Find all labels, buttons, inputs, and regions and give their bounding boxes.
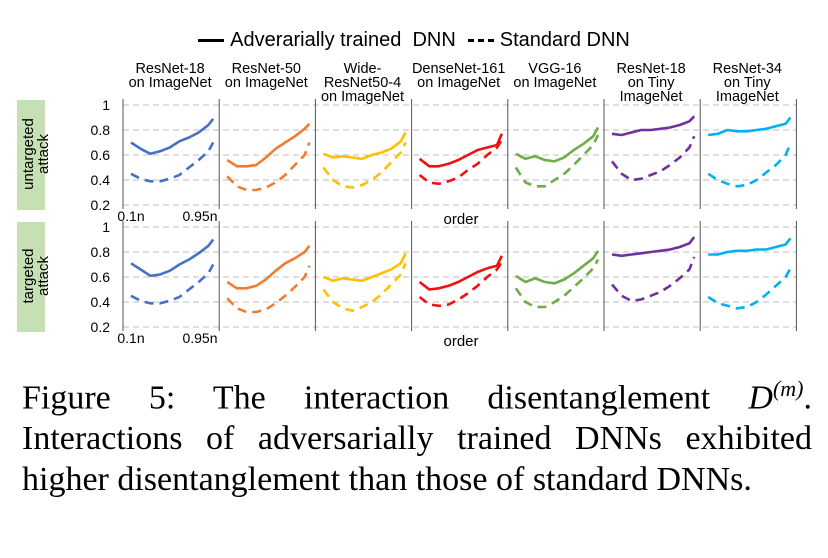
y-tick-label: 0.4 <box>91 294 111 310</box>
x-tick-label: 0.1n <box>117 208 144 224</box>
series-line-standard <box>611 256 696 303</box>
model-title-line: on ImageNet <box>129 75 212 91</box>
model-title-line: ResNet50-4 <box>324 75 401 91</box>
series-line-standard <box>418 261 503 308</box>
row-label-line: targeted <box>20 248 37 303</box>
series-line-adversarial <box>130 118 215 156</box>
x-axis-label: order <box>443 211 478 228</box>
series-line-standard <box>418 139 503 186</box>
y-tick-label: 1 <box>102 219 110 235</box>
series-line-standard <box>322 262 407 313</box>
x-tick-label: 0.1n <box>117 330 144 346</box>
x-tick-label: 0.95n <box>182 208 217 224</box>
series-line-adversarial <box>226 122 311 168</box>
model-title-line: ResNet-18 <box>135 61 204 77</box>
series-line-adversarial <box>708 116 792 137</box>
model-title-line: ResNet-18 <box>616 61 685 77</box>
model-title-line: ResNet-50 <box>232 61 301 77</box>
model-title-line: on ImageNet <box>417 75 500 91</box>
row-label-line: untargeted <box>20 118 37 190</box>
series-line-adversarial <box>418 133 503 168</box>
series-line-standard <box>707 143 792 188</box>
y-tick-label: 0.2 <box>91 319 111 335</box>
model-title-line: on Tiny <box>724 75 771 91</box>
chart-legend: Adverarially trained DNN Standard DNN <box>0 27 828 53</box>
legend-dashed-line-icon <box>467 38 494 42</box>
x-axis-label: order <box>443 333 478 350</box>
legend-item-adversarial: Adverarially trained DNN <box>198 29 456 52</box>
series-line-standard <box>130 263 215 305</box>
legend-label-adversarial: Adverarially trained DNN <box>230 28 456 51</box>
model-title-line: on ImageNet <box>513 75 596 91</box>
series-line-adversarial <box>515 126 600 163</box>
series-line-standard <box>226 142 311 192</box>
caption-symbol: D <box>748 379 773 417</box>
series-line-adversarial <box>418 255 503 291</box>
model-title-line: DenseNet-161 <box>412 61 506 77</box>
series-line-standard <box>322 141 407 189</box>
series-line-adversarial <box>708 237 792 256</box>
legend-solid-line-icon <box>198 38 225 42</box>
caption-superscript: (m) <box>772 376 804 401</box>
model-title-line: Wide- <box>344 61 382 77</box>
series-line-standard <box>707 267 792 310</box>
row-label-box <box>17 222 45 332</box>
series-line-adversarial <box>611 236 696 258</box>
legend-item-standard: Standard DNN <box>467 28 630 52</box>
y-tick-label: 0.8 <box>91 244 111 260</box>
series-line-standard <box>610 135 696 182</box>
model-title-line: on ImageNet <box>321 89 404 105</box>
series-line-standard <box>514 258 600 309</box>
y-tick-label: 0.6 <box>91 147 111 163</box>
model-title-line: VGG-16 <box>528 61 581 77</box>
legend-label-standard: Standard DNN <box>499 28 630 51</box>
series-line-standard <box>130 141 215 183</box>
series-line-adversarial <box>322 131 407 161</box>
row-label-line: attack <box>35 133 52 174</box>
x-tick-label: 0.95n <box>182 330 217 346</box>
row-label-line: attack <box>35 255 52 296</box>
y-tick-label: 0.2 <box>91 197 111 213</box>
y-tick-label: 0.6 <box>91 269 111 285</box>
figure-caption: Figure 5: The interaction disentanglemen… <box>22 368 812 500</box>
model-title-line: on Tiny <box>628 75 675 91</box>
series-line-adversarial <box>515 250 600 285</box>
caption-prefix: Figure 5: The interaction disentanglemen… <box>22 379 711 417</box>
y-tick-label: 0.4 <box>91 172 111 188</box>
series-line-adversarial <box>322 252 407 283</box>
model-title-line: ResNet-34 <box>713 61 782 77</box>
series-line-standard <box>514 134 600 188</box>
y-tick-label: 1 <box>102 97 110 113</box>
series-line-adversarial <box>611 115 696 137</box>
model-title-line: ImageNet <box>716 89 779 105</box>
series-line-adversarial <box>226 245 311 290</box>
model-title-line: ImageNet <box>620 89 683 105</box>
caption-rest: . Interactions of adversarially trained … <box>22 379 813 499</box>
model-title-line: on ImageNet <box>225 75 308 91</box>
series-line-adversarial <box>130 238 215 278</box>
series-line-standard <box>226 265 311 314</box>
row-label-box <box>17 100 45 210</box>
y-tick-label: 0.8 <box>91 122 111 138</box>
